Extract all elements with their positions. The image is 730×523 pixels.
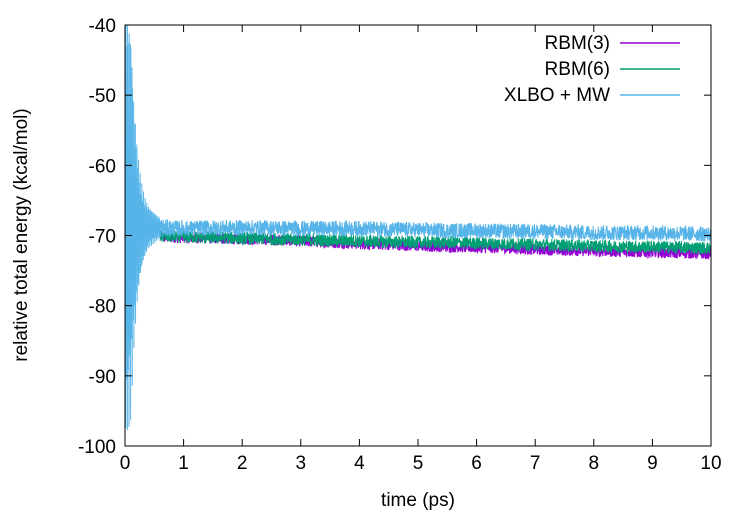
y-tick-label: -80 (89, 297, 116, 318)
legend-label: XLBO + MW (504, 85, 610, 106)
x-tick-label: 7 (530, 453, 541, 474)
x-tick-label: 9 (647, 453, 658, 474)
y-tick-label: -40 (89, 16, 116, 37)
x-tick-label: 6 (471, 453, 482, 474)
x-tick-label: 4 (354, 453, 365, 474)
series-line-2 (125, 25, 711, 431)
legend: RBM(3) RBM(6) XLBO + MW (504, 33, 680, 106)
legend-label: RBM(3) (545, 33, 610, 54)
series-layer (125, 25, 711, 431)
x-tick-label: 10 (700, 453, 721, 474)
series-line-1 (159, 229, 711, 256)
y-tick-label: -90 (89, 367, 116, 388)
x-tick-label: 5 (413, 453, 424, 474)
legend-label: RBM(6) (545, 59, 610, 80)
x-tick-label: 3 (296, 453, 307, 474)
ticks-layer: 0 1 2 3 4 5 6 7 8 9 10 -100 -90 -80 -70 -60 -50 -40 (78, 16, 722, 474)
x-tick-label: 1 (178, 453, 189, 474)
y-tick-label: -60 (89, 156, 116, 177)
y-tick-label: -70 (89, 227, 116, 248)
x-tick-label: 0 (120, 453, 131, 474)
y-tick-label: -100 (78, 437, 116, 458)
x-tick-label: 8 (589, 453, 600, 474)
x-axis-title: time (ps) (381, 490, 455, 511)
x-tick-label: 2 (237, 453, 248, 474)
y-axis-title: relative total energy (kcal/mol) (11, 108, 32, 361)
y-tick-label: -50 (89, 86, 116, 107)
